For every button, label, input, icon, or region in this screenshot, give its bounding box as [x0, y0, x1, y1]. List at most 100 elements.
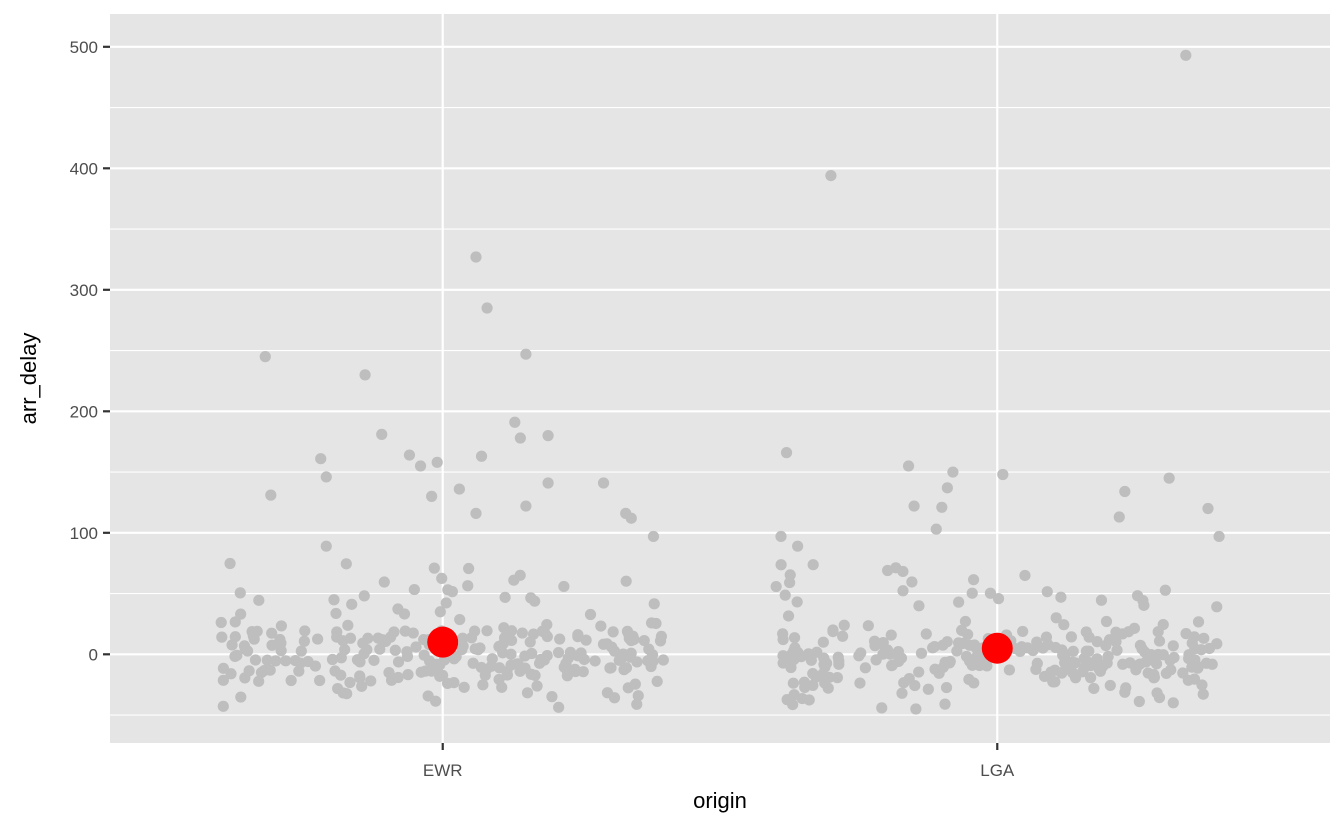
data-point: [607, 626, 619, 638]
data-point: [631, 698, 643, 710]
data-point: [775, 559, 787, 571]
data-point: [215, 616, 227, 629]
data-point: [546, 691, 558, 703]
data-point: [520, 348, 532, 360]
data-point: [501, 669, 514, 681]
data-point: [258, 664, 270, 677]
data-point: [643, 643, 655, 655]
data-point: [499, 591, 511, 603]
data-point: [1102, 650, 1114, 663]
data-point: [890, 562, 902, 574]
data-point: [436, 669, 449, 681]
data-point: [265, 489, 277, 501]
data-point: [280, 655, 292, 667]
data-point: [620, 662, 633, 674]
data-point: [1019, 569, 1031, 582]
data-point: [1083, 645, 1095, 657]
data-point: [1027, 644, 1039, 657]
data-point: [788, 689, 800, 701]
data-point: [298, 635, 310, 647]
data-point: [876, 702, 888, 714]
data-point: [922, 683, 934, 695]
data-point: [1198, 632, 1210, 644]
data-point: [788, 632, 801, 644]
data-point: [1080, 626, 1092, 638]
data-point: [561, 670, 573, 682]
data-point: [365, 675, 377, 687]
data-point: [498, 622, 510, 634]
data-point: [1203, 642, 1216, 655]
data-point: [1119, 485, 1131, 498]
data-point: [913, 666, 925, 678]
data-point: [947, 466, 959, 478]
data-point: [392, 656, 405, 668]
data-point: [622, 682, 634, 694]
data-point: [992, 593, 1005, 605]
data-point: [1117, 658, 1129, 670]
data-point: [541, 630, 553, 643]
data-point: [956, 624, 968, 636]
data-point: [819, 661, 831, 673]
data-point: [514, 569, 526, 581]
data-point: [792, 540, 804, 552]
data-point: [428, 562, 440, 574]
data-point: [340, 558, 352, 570]
data-point: [331, 626, 343, 638]
data-point: [493, 640, 505, 653]
data-point: [770, 580, 782, 593]
data-point: [344, 676, 356, 689]
data-point: [782, 610, 795, 622]
data-point: [380, 635, 392, 648]
data-point: [645, 617, 658, 629]
data-point: [475, 450, 488, 462]
data-point: [1083, 656, 1095, 669]
y-tick-label: 0: [89, 645, 98, 664]
data-point: [235, 691, 247, 703]
data-point: [253, 675, 265, 687]
data-point: [1112, 628, 1124, 640]
data-point: [859, 662, 871, 674]
data-point: [450, 651, 462, 663]
data-point: [1157, 618, 1169, 631]
data-point: [374, 643, 386, 655]
data-point: [419, 665, 431, 677]
data-point: [359, 369, 371, 381]
data-points: [215, 49, 1225, 715]
data-point: [1103, 634, 1116, 646]
data-point: [1183, 649, 1195, 661]
data-point: [1091, 636, 1103, 648]
data-point: [481, 302, 493, 314]
data-point: [622, 628, 635, 640]
data-point: [606, 641, 618, 653]
data-point: [422, 690, 434, 702]
data-point: [1041, 586, 1053, 598]
major-gridlines: [110, 14, 1330, 743]
data-point: [275, 620, 287, 632]
data-point: [877, 637, 889, 649]
data-point: [266, 639, 278, 651]
data-point: [431, 456, 443, 468]
data-point: [224, 557, 236, 570]
mean-point: [981, 632, 1013, 664]
data-point: [1094, 665, 1107, 677]
data-point: [1049, 676, 1061, 688]
data-point: [1164, 654, 1176, 666]
data-point: [469, 643, 481, 655]
x-tick-label: LGA: [980, 761, 1015, 780]
y-tick-label: 500: [70, 38, 98, 57]
data-point: [1153, 635, 1166, 647]
x-axis: EWR LGA: [423, 743, 1015, 780]
data-point: [337, 635, 349, 647]
data-point: [266, 627, 278, 639]
data-point: [542, 477, 554, 489]
data-point: [453, 483, 465, 495]
data-point: [261, 654, 273, 666]
data-point: [805, 654, 817, 666]
data-point: [312, 633, 324, 645]
data-point: [458, 681, 470, 693]
data-point: [831, 672, 843, 684]
data-point: [481, 625, 493, 637]
data-point: [217, 674, 229, 686]
data-point: [467, 657, 479, 669]
data-point: [837, 630, 849, 642]
